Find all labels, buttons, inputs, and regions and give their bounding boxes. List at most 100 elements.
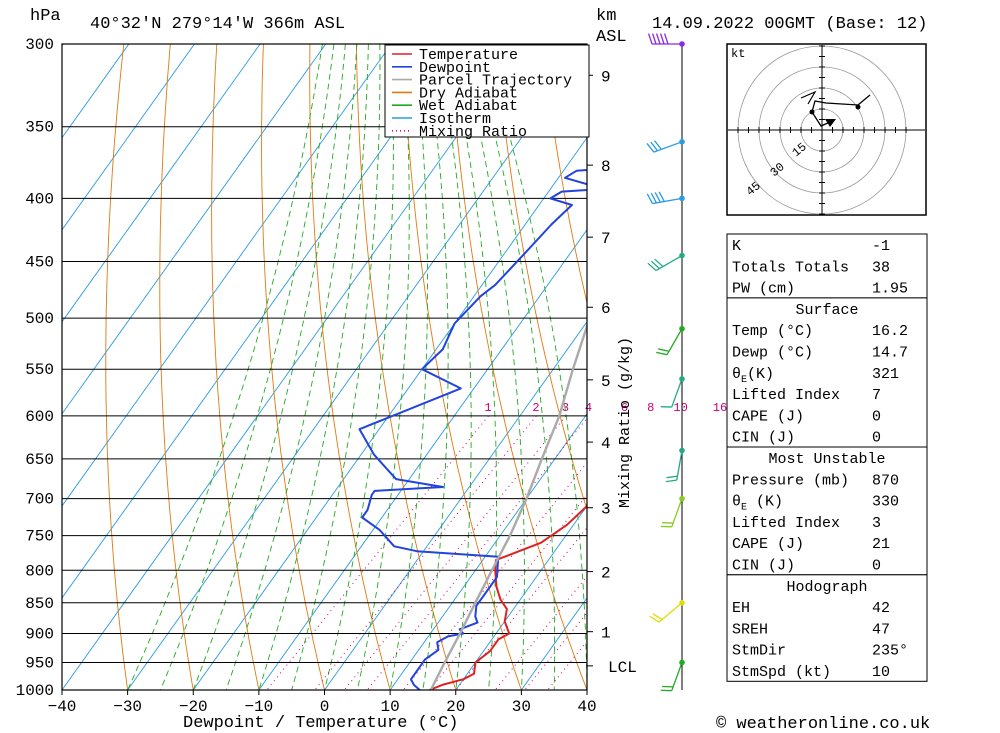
indices-value: 0 [872, 408, 881, 425]
indices-section-box [726, 446, 928, 576]
height-tick-label: 1 [601, 625, 611, 643]
indices-value: 14.7 [872, 345, 908, 362]
isotherm-line [62, 44, 327, 415]
indices-label: PW (cm) [732, 281, 795, 298]
pressure-tick-label: 600 [25, 408, 54, 426]
wind-barb-staff [658, 602, 683, 623]
indices-value: 42 [872, 600, 890, 617]
wind-barb-flag [651, 33, 657, 45]
indices-value: 47 [872, 621, 890, 638]
temperature-tick-label: 10 [381, 698, 400, 716]
wet-adiabat-line [448, 44, 498, 690]
storm-motion-marker [825, 119, 836, 127]
temperature-tick-label: −10 [244, 698, 273, 716]
wind-barb-flag [659, 33, 665, 45]
wind-barb-staff [676, 450, 683, 481]
indices-value: 0 [872, 430, 881, 447]
indices-label: θE (K) [732, 494, 783, 514]
indices-label: CAPE (J) [732, 536, 804, 553]
wind-barb-flag [658, 191, 665, 202]
height-tick-label: 4 [601, 435, 611, 453]
height-tick-label: 7 [601, 230, 611, 248]
pressure-tick-label: 750 [25, 528, 54, 546]
wet-adiabat-line [356, 44, 410, 690]
height-tick-label: 6 [601, 300, 611, 318]
mixing-ratio-value: 6 [621, 401, 628, 415]
temperature-tick-labels: −40 −30 −20 −10 0 10 20 30 40 [48, 690, 597, 716]
indices-section-box [726, 233, 928, 299]
wind-barb-flag [658, 348, 670, 352]
isotherm-line [127, 44, 587, 690]
height-unit-label-asl: ASL [596, 28, 627, 47]
indices-value: 16.2 [872, 323, 908, 340]
wind-barb-flag [666, 475, 678, 479]
wet-adiabat-line [471, 44, 556, 690]
dry-adiabat-line [211, 44, 260, 690]
wind-barb-flag [663, 33, 669, 45]
mixing-ratio-value: 16 [713, 401, 727, 415]
wind-barb-staff [653, 141, 683, 153]
hodograph-unit: kt [731, 47, 745, 61]
copyright-footer: © weatheronline.co.uk [716, 715, 930, 733]
wind-barb-staff [671, 378, 683, 408]
temperature-tick-label: 20 [446, 698, 465, 716]
datetime-title: 14.09.2022 00GMT (Base: 12) [652, 15, 927, 34]
mixing-ratio-value: 3 [562, 401, 569, 415]
lcl-label: LCL [608, 659, 637, 677]
indices-section-title: Most Unstable [768, 451, 885, 468]
pressure-tick-label: 500 [25, 310, 54, 328]
isotherm-line [389, 413, 587, 690]
mixing-ratio-line [366, 417, 587, 690]
indices-label: Temp (°C) [732, 323, 813, 340]
indices-label: StmDir [732, 643, 786, 660]
wind-barb-flag [654, 140, 662, 150]
wind-barbs [646, 33, 685, 692]
legend-entry: Mixing Ratio [419, 124, 527, 141]
height-tick-label: 2 [601, 565, 611, 583]
wind-barb-flag [649, 615, 660, 623]
pressure-tick-label: 400 [25, 190, 54, 208]
pressure-tick-label: 450 [25, 254, 54, 272]
wind-barb-staff [666, 328, 683, 356]
pressure-isobars [62, 43, 587, 691]
isotherm-line [62, 44, 523, 690]
wind-barb-flag [654, 258, 664, 268]
wet-adiabat-line [127, 44, 323, 690]
wind-barb-flag [652, 613, 663, 621]
temperature-tick-label: −20 [179, 698, 208, 716]
wet-adiabat-line [159, 44, 335, 690]
mixing-ratio-value: 10 [673, 401, 687, 415]
wind-barb-flag [650, 260, 660, 270]
indices-value: 38 [872, 259, 890, 276]
indices-label: K [732, 238, 741, 255]
dry-adiabat-line [542, 44, 587, 305]
pressure-tick-labels: 300 350 400 450 500 550 600 650 700 750 800 850 900 9… [16, 36, 54, 700]
indices-label: Totals Totals [732, 259, 849, 276]
indices-value: 321 [872, 366, 899, 383]
height-tick-label: 8 [601, 158, 611, 176]
wet-adiabat-line [291, 44, 381, 690]
height-tick-label: 5 [601, 373, 611, 391]
wind-barb-staff [671, 498, 683, 528]
isotherm-line [62, 44, 261, 323]
indices-label: CIN (J) [732, 558, 795, 575]
wet-adiabat-line [422, 44, 449, 690]
pressure-unit-label: hPa [30, 7, 61, 26]
legend-entry: Parcel Trajectory [419, 73, 572, 90]
pressure-tick-label: 900 [25, 625, 54, 643]
wind-barb-staff [671, 662, 683, 691]
isotherm-line [258, 229, 587, 690]
hodograph-point [855, 104, 861, 110]
indices-label: StmSpd (kt) [732, 664, 831, 681]
pressure-tick-label: 850 [25, 595, 54, 613]
indices-label: θE(K) [732, 366, 774, 386]
pressure-tick-label: 800 [25, 562, 54, 580]
indices-section-title: Surface [795, 302, 858, 319]
mixing-ratio-line [494, 575, 587, 690]
indices-value: 10 [872, 664, 890, 681]
isotherm-line [62, 44, 458, 599]
indices-section-box [726, 574, 928, 682]
